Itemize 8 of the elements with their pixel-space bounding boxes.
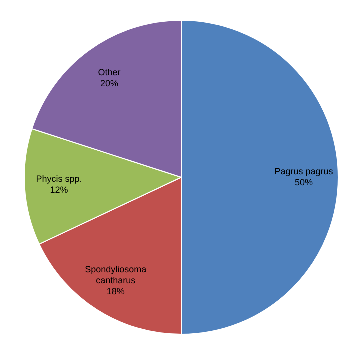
slice-label: Spondyliosoma cantharus (85, 264, 147, 286)
data-label: 12% (50, 185, 68, 196)
data-label: 20% (100, 78, 119, 88)
data-label: 50% (294, 177, 313, 188)
slice-label: Pagrus pagrus (274, 166, 334, 176)
slice-label: Phycis spp. (36, 174, 82, 184)
slice-label: Other (98, 67, 121, 78)
data-label: 18% (106, 286, 125, 296)
